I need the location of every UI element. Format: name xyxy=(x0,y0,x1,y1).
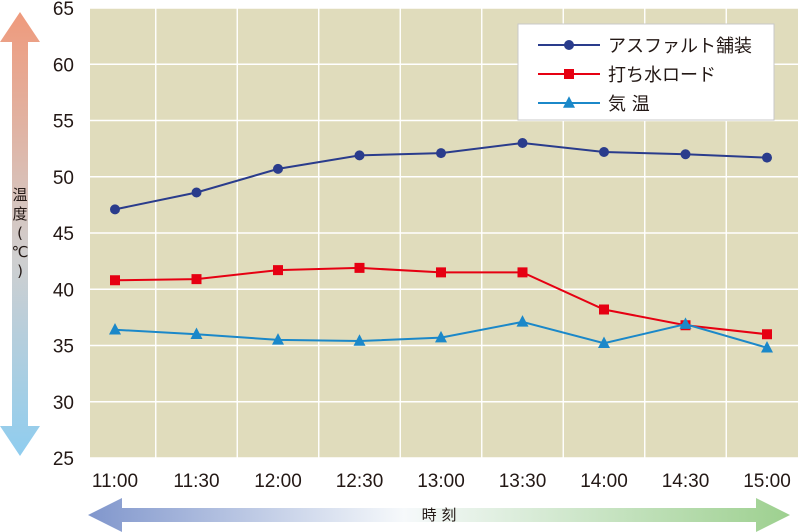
y-tick-label: 55 xyxy=(53,112,74,133)
data-point-circle xyxy=(680,149,691,160)
x-axis-gradient-arrow xyxy=(88,498,790,532)
y-axis-title-char: ℃ xyxy=(12,243,29,261)
series-1 xyxy=(110,138,772,215)
data-point-circle xyxy=(273,163,283,174)
data-point-square xyxy=(436,267,446,278)
y-axis-title: 温度(℃) xyxy=(12,186,29,280)
x-tick-label: 11:30 xyxy=(173,471,219,492)
y-tick-labels: 25 30 35 40 45 50 55 60 65 xyxy=(53,0,74,470)
y-axis-title-char: 温 xyxy=(12,186,27,204)
data-point-triangle xyxy=(679,317,692,329)
x-tick-label: 15:00 xyxy=(743,471,791,492)
x-tick-label: 12:00 xyxy=(254,471,302,492)
data-point-triangle xyxy=(109,323,121,335)
x-tick-labels: 11:00 11:30 12:00 12:30 13:00 13:30 14:00 14:30… xyxy=(92,471,791,492)
data-point-circle xyxy=(762,152,772,163)
y-tick-label: 40 xyxy=(53,280,74,301)
data-point-circle xyxy=(436,148,446,159)
data-point-triangle xyxy=(761,341,773,353)
data-point-circle xyxy=(599,147,609,157)
y-tick-label: 60 xyxy=(53,55,74,76)
data-point-circle xyxy=(564,40,574,50)
data-point-square xyxy=(762,329,772,340)
y-axis-gradient-arrow xyxy=(0,12,40,456)
data-point-triangle xyxy=(353,334,366,346)
series-group xyxy=(109,138,773,353)
x-tick-label: 14:00 xyxy=(580,471,628,492)
legend-label: アスファルト舗装 xyxy=(608,36,752,57)
data-point-circle xyxy=(110,204,120,215)
x-tick-label: 11:00 xyxy=(92,471,138,492)
x-axis-title: 時 刻 xyxy=(422,506,457,524)
y-tick-label: 25 xyxy=(53,449,74,470)
data-point-square xyxy=(110,275,120,286)
data-point-triangle xyxy=(190,327,203,339)
legend-label: 打ち水ロード xyxy=(608,65,716,86)
x-tick-label: 14:30 xyxy=(662,471,710,492)
data-point-square xyxy=(564,69,574,79)
y-tick-label: 30 xyxy=(53,393,74,414)
series-3 xyxy=(109,315,773,353)
x-tick-label: 13:00 xyxy=(417,471,465,492)
data-point-square xyxy=(354,262,365,273)
data-point-square xyxy=(599,304,609,315)
data-point-circle xyxy=(354,150,365,161)
legend-label: 気 温 xyxy=(608,94,650,115)
y-axis-title-char: ( xyxy=(17,224,23,242)
data-point-square xyxy=(517,267,528,278)
y-axis-title-char: 度 xyxy=(12,205,27,223)
data-point-triangle xyxy=(435,330,447,343)
data-point-circle xyxy=(517,138,528,148)
data-point-circle xyxy=(191,187,202,198)
data-point-square xyxy=(273,265,283,276)
y-tick-label: 35 xyxy=(53,337,74,358)
y-tick-label: 65 xyxy=(53,0,74,20)
y-axis-title-char: ) xyxy=(17,262,23,280)
data-point-triangle xyxy=(598,336,610,348)
x-tick-label: 12:30 xyxy=(336,471,384,492)
x-tick-label: 13:30 xyxy=(499,471,547,492)
y-tick-label: 50 xyxy=(53,168,74,189)
data-point-square xyxy=(191,274,202,285)
grid-lines xyxy=(90,7,798,459)
y-tick-label: 45 xyxy=(53,224,74,245)
data-point-triangle xyxy=(563,96,575,108)
data-point-triangle xyxy=(272,333,284,345)
data-point-triangle xyxy=(516,315,529,327)
